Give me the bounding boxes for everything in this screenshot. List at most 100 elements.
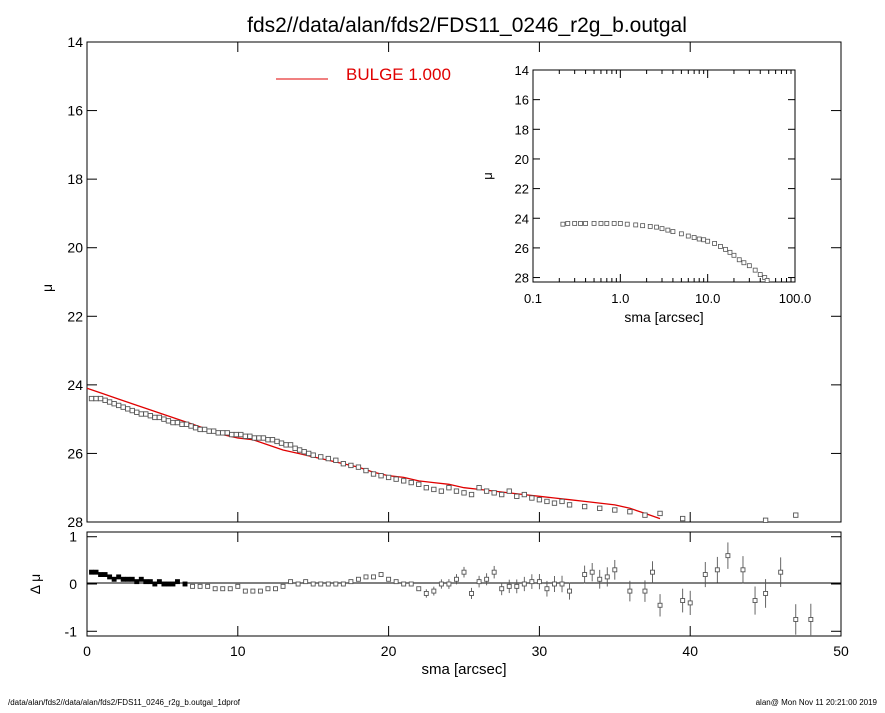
- inset-x-tick-label: 0.1: [524, 291, 542, 306]
- residual-data-point: [378, 572, 384, 577]
- main-data-point: [170, 419, 176, 426]
- inset-data-point: [757, 272, 763, 277]
- x-axis-label: sma [arcsec]: [421, 661, 506, 678]
- main-data-point: [233, 431, 239, 438]
- x-tick-label: 40: [682, 643, 698, 659]
- inset-data-point: [565, 221, 571, 226]
- inset-data-point: [647, 224, 653, 229]
- main-data-point: [581, 503, 588, 510]
- main-data-point: [197, 426, 203, 433]
- residual-data-point: [156, 579, 162, 585]
- residual-data-point: [401, 581, 407, 587]
- footer-timestamp: alan@ Mon Nov 11 20:21:00 2019: [756, 698, 878, 707]
- bulge-model-curve: [86, 387, 661, 520]
- residual-data-point: [687, 600, 693, 606]
- inset-y-axis-label: μ: [480, 172, 495, 180]
- residual-data-point: [120, 576, 126, 582]
- residual-data-point: [529, 579, 535, 585]
- residual-data-point: [220, 586, 226, 592]
- main-data-points: [88, 395, 799, 523]
- residual-data-point: [205, 583, 211, 589]
- main-data-point: [340, 461, 347, 467]
- inset-data-point: [578, 221, 583, 226]
- residual-data-point: [165, 581, 171, 587]
- main-data-point: [129, 407, 135, 414]
- residual-data-point: [265, 586, 271, 592]
- main-data-point: [468, 491, 475, 498]
- main-data-point: [551, 500, 558, 506]
- residual-data-point: [559, 581, 565, 587]
- main-data-point: [521, 491, 527, 498]
- main-data-point: [206, 428, 212, 434]
- residual-data-point: [102, 572, 108, 577]
- residual-data-point: [125, 576, 131, 582]
- main-data-point: [348, 462, 354, 469]
- inset-data-point: [659, 226, 665, 232]
- residual-data-point: [250, 588, 256, 594]
- main-data-point: [506, 488, 512, 494]
- residual-data-point: [273, 586, 278, 592]
- residual-data-point: [642, 588, 648, 594]
- residual-data-point: [295, 581, 301, 587]
- x-tick-label: 10: [230, 643, 246, 659]
- residual-data-point: [582, 572, 588, 577]
- residual-data-point: [227, 586, 233, 592]
- residual-data-points: [89, 542, 814, 636]
- residual-data-point: [170, 581, 176, 587]
- main-y-tick-label: 16: [67, 103, 83, 119]
- main-data-point: [106, 399, 113, 405]
- main-data-point: [161, 416, 167, 422]
- inset-data-point: [701, 237, 707, 243]
- main-data-point: [224, 430, 230, 436]
- residual-data-point: [355, 576, 361, 582]
- main-data-point: [333, 457, 339, 463]
- residual-data-point: [340, 581, 346, 587]
- main-data-point: [536, 497, 543, 503]
- footer-path: /data/alan/fds2//data/alan/fds2/FDS11_02…: [8, 698, 241, 707]
- residual-data-point: [416, 586, 422, 592]
- main-y-tick-label: 20: [67, 240, 83, 256]
- main-data-point: [306, 450, 312, 457]
- main-data-point: [134, 409, 140, 415]
- residual-data-point: [778, 569, 784, 575]
- inset-y-ticks: 14 16 18 20 22 24 26 28: [515, 63, 795, 286]
- inset-data-point: [572, 221, 578, 226]
- main-y-tick-label: 18: [67, 171, 83, 187]
- residual-data-point: [461, 569, 467, 575]
- main-data-point: [385, 474, 392, 481]
- residual-data-point: [438, 581, 444, 587]
- inset-data-point: [598, 221, 604, 226]
- main-data-point: [627, 509, 633, 515]
- main-data-point: [416, 481, 422, 487]
- inset-data-point: [731, 252, 737, 258]
- main-data-point: [88, 395, 95, 402]
- main-data-point: [292, 445, 298, 451]
- main-data-point: [287, 442, 294, 448]
- residual-data-point: [752, 598, 758, 603]
- main-data-point: [476, 485, 482, 491]
- residual-data-point: [235, 583, 241, 589]
- main-data-point: [138, 411, 144, 417]
- main-data-point: [310, 452, 316, 458]
- residual-data-point: [152, 581, 158, 587]
- residual-panel: -1 0 1 0 10 20 30 40 50 Δ μ sma [arcsec]: [27, 529, 849, 678]
- inset-data-point: [678, 231, 684, 237]
- main-data-point: [188, 423, 194, 429]
- main-data-point: [152, 414, 158, 421]
- residual-data-point: [431, 588, 437, 594]
- main-data-point: [544, 498, 550, 505]
- residual-data-point: [491, 569, 497, 575]
- inset-data-point: [685, 233, 691, 239]
- inset-data-point: [764, 278, 770, 283]
- inset-data-point: [691, 235, 697, 240]
- residual-data-point: [408, 581, 414, 587]
- main-data-point: [401, 478, 407, 484]
- main-data-point: [247, 433, 253, 439]
- residual-data-point: [627, 588, 633, 594]
- main-data-point: [529, 495, 535, 501]
- main-data-point: [296, 447, 303, 453]
- residual-data-point: [393, 579, 399, 585]
- main-data-point: [179, 421, 185, 427]
- residual-data-point: [111, 576, 117, 582]
- main-data-point: [642, 512, 648, 518]
